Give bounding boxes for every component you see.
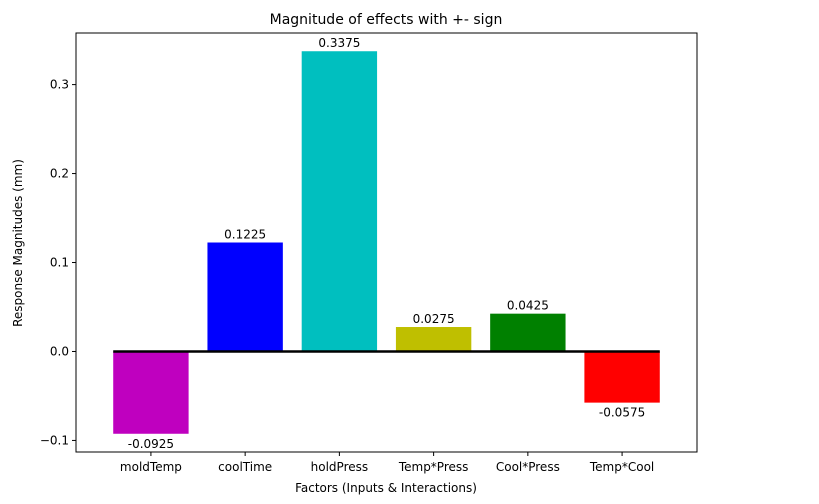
data-label: 0.0425 bbox=[507, 299, 549, 313]
y-tick-label: 0.2 bbox=[50, 167, 69, 181]
plot-frame bbox=[75, 32, 698, 453]
x-axis-label: Factors (Inputs & Interactions) bbox=[295, 481, 477, 495]
x-tick-label: moldTemp bbox=[120, 460, 182, 474]
x-tick-label: holdPress bbox=[311, 460, 368, 474]
x-tick-label: Cool*Press bbox=[496, 460, 560, 474]
bar-moldtemp bbox=[113, 351, 189, 434]
bars-group bbox=[113, 51, 660, 434]
y-tick-label: 0.3 bbox=[50, 78, 69, 92]
y-axis-label: Response Magnitudes (mm) bbox=[11, 159, 25, 327]
bar-temp-cool bbox=[584, 351, 660, 403]
data-label: -0.0925 bbox=[128, 437, 174, 451]
data-labels-group: -0.0925 0.1225 0.3375 0.0275 0.0425 -0.0575 bbox=[128, 36, 645, 451]
x-tick-label: Temp*Press bbox=[398, 460, 469, 474]
y-tick-label: −0.1 bbox=[40, 433, 69, 447]
x-axis-ticks: moldTemp coolTime holdPress Temp*Press Cool*… bbox=[120, 452, 654, 474]
y-axis-ticks: −0.1 0.0 0.1 0.2 0.3 bbox=[40, 78, 76, 447]
x-tick-label: Temp*Cool bbox=[589, 460, 654, 474]
data-label: -0.0575 bbox=[599, 406, 645, 420]
data-label: 0.1225 bbox=[224, 228, 266, 242]
x-tick-label: coolTime bbox=[218, 460, 272, 474]
bar-holdpress bbox=[301, 51, 378, 352]
chart-title: Magnitude of effects with +- sign bbox=[270, 12, 503, 28]
bar-temp-press bbox=[395, 327, 472, 352]
data-label: 0.0275 bbox=[413, 312, 455, 326]
y-tick-label: 0.0 bbox=[50, 344, 69, 358]
bar-cooltime bbox=[207, 242, 283, 352]
bar-cool-press bbox=[490, 313, 566, 352]
y-tick-label: 0.1 bbox=[50, 256, 69, 270]
data-label: 0.3375 bbox=[318, 36, 360, 50]
